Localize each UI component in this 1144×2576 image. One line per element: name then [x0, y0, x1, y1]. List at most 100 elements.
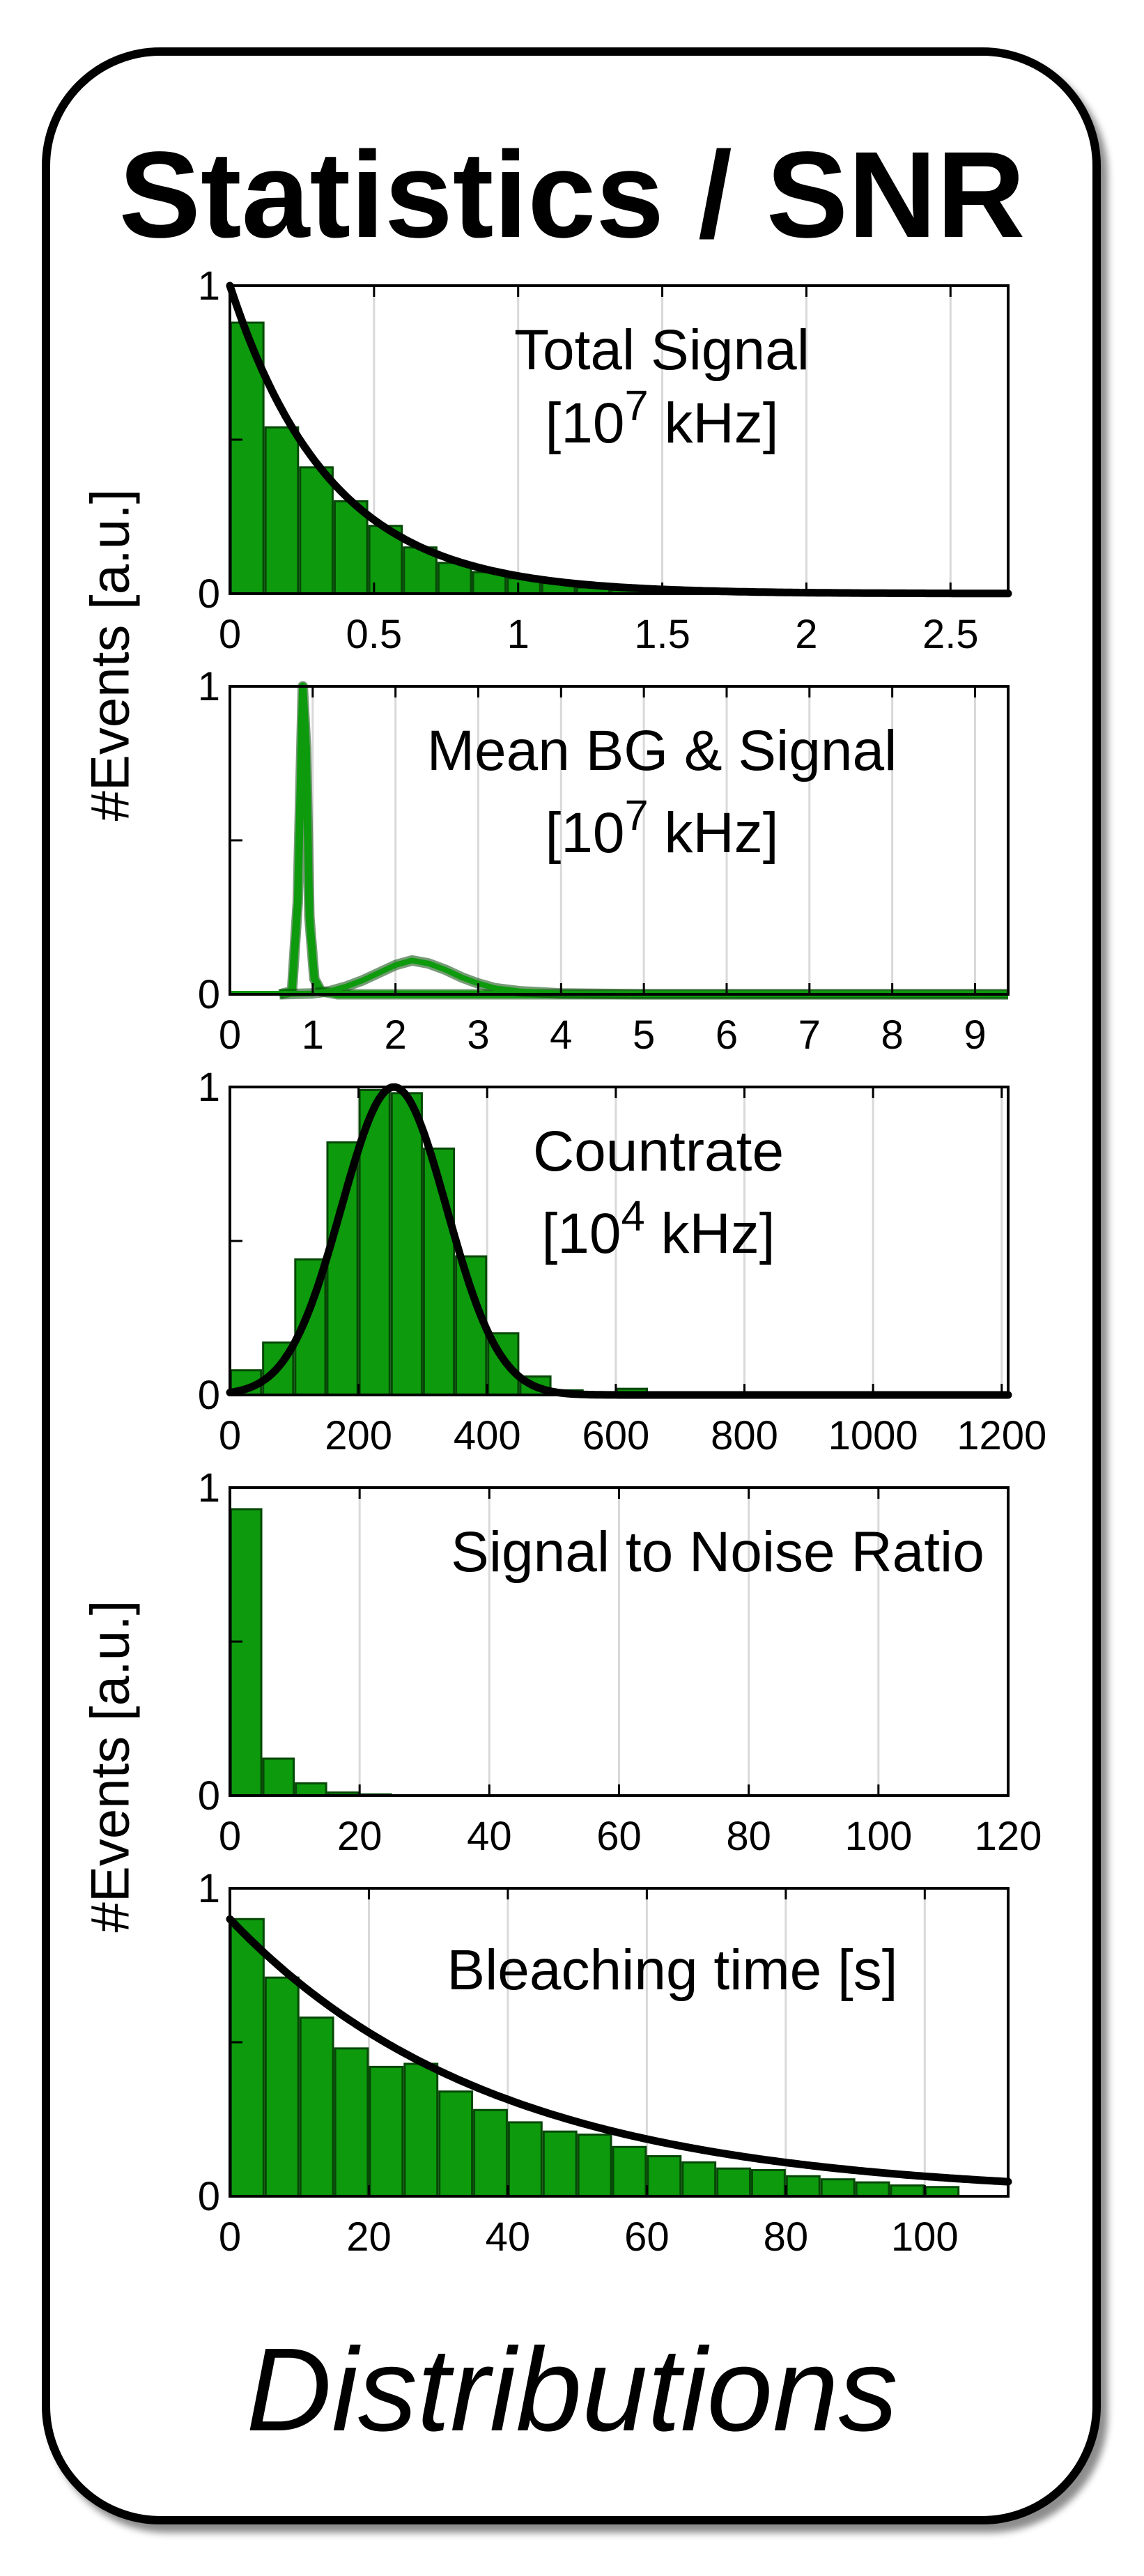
chart-panel-5: 0 20 40 60 80 100 0 1 Bleaching time [s] [198, 1866, 1012, 2260]
y-tick-label: 1 [198, 263, 220, 309]
x-tick-label: 40 [486, 2214, 531, 2260]
x-tick-label: 7 [798, 1012, 821, 1058]
y-tick-label: 0 [198, 571, 220, 617]
annotation-unit-prefix: [10 [545, 801, 624, 865]
y-tick-label: 0 [198, 1373, 220, 1418]
annotation-unit-exponent: 7 [624, 792, 648, 840]
histogram-bar [299, 2016, 334, 2198]
annotation-unit-prefix: [10 [545, 392, 624, 455]
x-tick-label: 4 [550, 1012, 572, 1058]
x-tick-label: 400 [454, 1413, 521, 1458]
annotation-line-2: [107 kHz] [545, 792, 778, 865]
annotation-line-1: Mean BG & Signal [427, 719, 897, 782]
histogram-bar [299, 466, 334, 595]
annotation-unit-suffix: kHz] [649, 392, 779, 455]
x-tick-label: 200 [325, 1413, 392, 1458]
histogram-bar [785, 2175, 821, 2198]
y-tick-label: 1 [198, 1866, 220, 1911]
y-tick-label: 0 [198, 972, 220, 1017]
histogram-bar [264, 1976, 300, 2198]
histogram-bar [403, 2062, 439, 2198]
page-title: Statistics / SNR [118, 127, 1026, 263]
chart-panel-4: 0 20 40 60 80 100 120 0 1 Signal to Noise Ratio [198, 1465, 1042, 1859]
x-tick-label: 2 [385, 1012, 407, 1058]
histogram-bar [647, 2155, 682, 2198]
x-tick-label: 100 [844, 1814, 912, 1859]
histogram-bar [750, 2168, 786, 2198]
histogram-bar [438, 2090, 474, 2198]
annotation-unit-suffix: kHz] [649, 801, 779, 865]
x-tick-label: 9 [964, 1012, 986, 1058]
histogram-bar [855, 2181, 890, 2198]
y-tick-label: 1 [198, 1465, 220, 1511]
histogram-bar [612, 2145, 647, 2198]
x-tick-label: 60 [596, 1814, 642, 1859]
x-tick-label: 0 [219, 612, 241, 657]
annotation-line-2: [107 kHz] [545, 382, 778, 455]
histogram-bar [473, 2108, 508, 2198]
y-tick-label: 0 [198, 1773, 220, 1819]
x-tick-label: 3 [467, 1012, 489, 1058]
x-tick-label: 6 [716, 1012, 738, 1058]
histogram-bar [230, 1918, 265, 2198]
x-tick-label: 20 [337, 1814, 382, 1859]
annotation-line-1: Countrate [533, 1120, 784, 1183]
histogram-bar [681, 2161, 717, 2198]
histogram-bar [437, 562, 472, 595]
plot-area [230, 686, 1008, 994]
histogram-bar [507, 2121, 543, 2198]
histogram-bar [542, 2130, 578, 2198]
annotation-line-1: Bleaching time [s] [447, 1938, 897, 2002]
x-tick-label: 0 [219, 1413, 241, 1458]
histogram-bar [890, 2184, 925, 2198]
annotation-unit-suffix: kHz] [645, 1202, 775, 1265]
y-tick-label: 1 [198, 664, 220, 709]
x-tick-label: 100 [891, 2214, 959, 2260]
x-tick-label: 0 [219, 1012, 241, 1058]
histogram-bar [716, 2167, 751, 2198]
x-tick-label: 60 [624, 2214, 670, 2260]
annotation-unit-exponent: 4 [621, 1192, 644, 1240]
y-tick-label: 1 [198, 1065, 220, 1110]
x-tick-label: 2 [795, 612, 817, 657]
y-tick-label: 0 [198, 2174, 220, 2219]
x-tick-label: 0 [219, 2214, 241, 2260]
x-tick-label: 2.5 [922, 612, 979, 657]
histogram-bar [390, 1092, 423, 1396]
histogram-bar [369, 2065, 404, 2198]
annotation-line-1: Signal to Noise Ratio [451, 1520, 984, 1584]
x-tick-label: 120 [975, 1814, 1042, 1859]
x-tick-label: 5 [633, 1012, 655, 1058]
histogram-bar [262, 1757, 295, 1797]
annotation-unit-prefix: [10 [541, 1202, 621, 1265]
chart-panel-3: 0 200 400 600 800 1000 1200 0 1 Countrate [104 kHz… [198, 1065, 1047, 1458]
histogram-bar [230, 1508, 263, 1797]
x-tick-label: 800 [711, 1413, 778, 1458]
histogram-bar [358, 1088, 391, 1396]
x-tick-label: 1 [507, 612, 530, 657]
x-tick-label: 1200 [957, 1413, 1046, 1458]
x-tick-label: 80 [764, 2214, 809, 2260]
x-tick-label: 0.5 [346, 612, 403, 657]
annotation-unit-exponent: 7 [624, 382, 648, 430]
x-tick-label: 600 [582, 1413, 649, 1458]
histogram-bar [820, 2178, 856, 2198]
annotation-line-1: Total Signal [514, 318, 810, 382]
x-tick-label: 80 [726, 1814, 771, 1859]
annotation-line-2: [104 kHz] [541, 1192, 775, 1265]
fit-curve [226, 1915, 1012, 2186]
x-tick-label: 1000 [828, 1413, 918, 1458]
histogram-bar [264, 426, 300, 595]
histogram-bar [334, 2047, 369, 2198]
histogram-bar [577, 2134, 612, 2198]
x-tick-label: 20 [346, 2214, 392, 2260]
histogram-bar [295, 1782, 327, 1797]
x-tick-label: 1.5 [634, 612, 690, 657]
x-tick-label: 40 [467, 1814, 512, 1859]
x-tick-label: 8 [881, 1012, 904, 1058]
x-tick-label: 0 [219, 1814, 241, 1859]
page-footer: Distributions [246, 2324, 898, 2456]
